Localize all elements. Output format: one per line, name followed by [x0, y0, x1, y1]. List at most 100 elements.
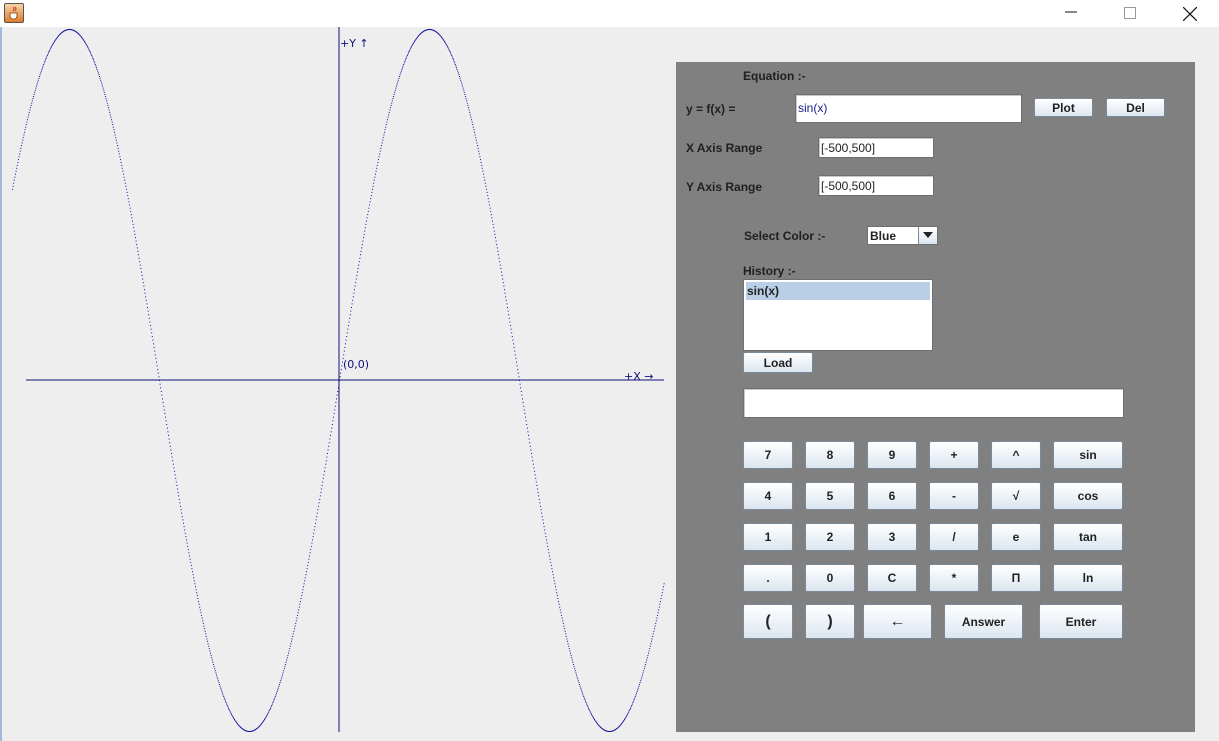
curve-point: [528, 434, 529, 436]
key-6[interactable]: 6: [867, 482, 917, 510]
curve-point: [241, 728, 243, 730]
curve-point: [582, 694, 584, 696]
del-button[interactable]: Del: [1106, 98, 1165, 117]
key-multiply[interactable]: *: [929, 564, 979, 592]
curve-point: [183, 522, 184, 524]
curve-point: [411, 46, 412, 48]
curve-point: [306, 568, 308, 570]
key-4[interactable]: 4: [743, 482, 793, 510]
curve-point: [633, 699, 635, 701]
key-sqrt[interactable]: √: [991, 482, 1041, 510]
curve-point: [174, 470, 175, 472]
key-e[interactable]: e: [991, 523, 1041, 551]
dropdown-arrow-button[interactable]: [918, 227, 937, 244]
y-range-input[interactable]: [-500,500]: [818, 175, 934, 196]
key-plus[interactable]: +: [929, 441, 979, 469]
answer-button[interactable]: Answer: [944, 604, 1023, 639]
curve-point: [448, 49, 450, 51]
history-list[interactable]: sin(x): [743, 279, 933, 351]
curve-point: [408, 52, 409, 54]
curve-point: [92, 57, 94, 59]
curve-point: [617, 727, 619, 729]
curve-point: [106, 100, 108, 102]
curve-point: [264, 718, 266, 720]
curve-point: [441, 36, 442, 38]
key-5[interactable]: 5: [805, 482, 855, 510]
x-range-input[interactable]: [-500,500]: [818, 137, 934, 158]
curve-point: [146, 303, 148, 305]
curve-point: [494, 233, 496, 235]
plot-button[interactable]: Plot: [1034, 98, 1093, 117]
curve-point: [396, 85, 397, 87]
curve-point: [580, 689, 582, 691]
load-button[interactable]: Load: [743, 352, 813, 373]
key-power[interactable]: ^: [991, 441, 1041, 469]
key-tan[interactable]: tan: [1053, 523, 1123, 551]
key-divide[interactable]: /: [929, 523, 979, 551]
key-clear[interactable]: C: [867, 564, 917, 592]
curve-point: [453, 59, 454, 61]
curve-point: [553, 580, 555, 582]
curve-point: [531, 453, 532, 454]
curve-point: [493, 227, 495, 229]
curve-point: [294, 625, 296, 627]
key-9[interactable]: 9: [867, 441, 917, 469]
key-backspace[interactable]: ←: [863, 604, 932, 639]
curve-point: [251, 730, 253, 732]
curve-point: [555, 586, 556, 588]
curve-point: [639, 682, 641, 684]
key-0[interactable]: 0: [805, 564, 855, 592]
key-ln[interactable]: ln: [1053, 564, 1123, 592]
key-decimal[interactable]: .: [743, 564, 793, 592]
curve-point: [118, 150, 120, 152]
curve-point: [661, 592, 663, 594]
curve-point: [116, 142, 118, 144]
curve-point: [132, 223, 134, 225]
curve-point: [590, 712, 592, 714]
history-item[interactable]: sin(x): [746, 282, 930, 300]
key-8[interactable]: 8: [805, 441, 855, 469]
key-close-paren[interactable]: ): [805, 604, 855, 639]
curve-point: [346, 332, 348, 334]
curve-point: [373, 182, 375, 184]
curve-point: [604, 730, 606, 732]
key-1[interactable]: 1: [743, 523, 793, 551]
close-button[interactable]: [1166, 0, 1212, 27]
key-cos[interactable]: cos: [1053, 482, 1123, 510]
curve-point: [385, 126, 387, 128]
color-select[interactable]: Blue: [867, 226, 938, 245]
curve-point: [114, 134, 116, 136]
curve-point: [573, 666, 575, 668]
maximize-button[interactable]: [1107, 0, 1153, 27]
key-pi[interactable]: Π: [991, 564, 1041, 592]
curve-point: [66, 29, 67, 31]
curve-point: [135, 237, 136, 239]
curve-point: [337, 391, 339, 392]
curve-point: [473, 129, 475, 131]
curve-point: [495, 240, 497, 242]
curve-point: [253, 729, 255, 731]
curve-point: [567, 643, 569, 645]
graph-canvas[interactable]: +Y ↑ +X → (0,0): [0, 27, 670, 741]
key-minus[interactable]: -: [929, 482, 979, 510]
java-cup-icon[interactable]: [4, 3, 24, 23]
key-sin[interactable]: sin: [1053, 441, 1123, 469]
calculator-display[interactable]: [743, 388, 1124, 418]
key-open-paren[interactable]: (: [743, 604, 793, 639]
enter-button[interactable]: Enter: [1039, 604, 1123, 639]
curve-point: [538, 498, 540, 500]
curve-point: [468, 109, 470, 111]
key-2[interactable]: 2: [805, 523, 855, 551]
curve-point: [319, 498, 321, 500]
curve-point: [124, 182, 126, 184]
minimize-button[interactable]: [1048, 0, 1094, 27]
curve-point: [285, 664, 286, 665]
key-7[interactable]: 7: [743, 441, 793, 469]
equation-input[interactable]: sin(x): [795, 94, 1022, 123]
key-3[interactable]: 3: [867, 523, 917, 551]
curve-point: [372, 185, 374, 187]
curve-point: [159, 380, 160, 381]
curve-point: [97, 72, 99, 74]
curve-point: [634, 697, 636, 699]
curve-point: [642, 672, 644, 674]
